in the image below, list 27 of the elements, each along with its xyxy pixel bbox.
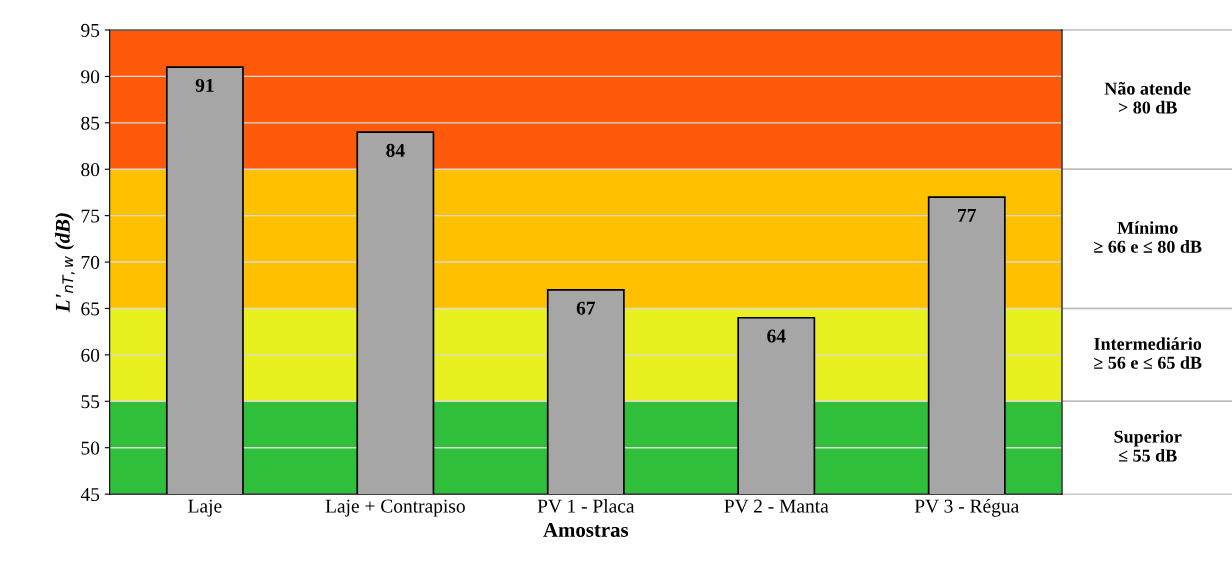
- band-label: Superior ≤ 55 dB: [1114, 430, 1182, 462]
- y-axis-title: L'$_{nT,w}$ (dB): [55, 213, 75, 313]
- y-tick-label: 90: [81, 70, 100, 84]
- data-label: 91: [195, 78, 214, 92]
- x-tick-label: Laje: [188, 499, 222, 517]
- y-tick-label: 95: [81, 23, 100, 37]
- y-tick-label: 60: [81, 348, 100, 362]
- data-label: 84: [386, 143, 405, 157]
- y-tick-label: 85: [81, 116, 100, 130]
- x-tick-label: PV 3 - Régua: [914, 498, 1019, 517]
- y-tick-label: 70: [81, 255, 100, 269]
- band-label: Não atende > 80 dB: [1104, 81, 1191, 114]
- y-tick-label: 50: [81, 441, 100, 455]
- y-tick-label: 55: [81, 395, 100, 409]
- x-tick-label: PV 1 - Placa: [537, 498, 635, 513]
- x-axis-title: Amostras: [543, 522, 629, 537]
- x-tick-label: Laje + Contrapiso: [325, 499, 465, 517]
- data-label: 77: [958, 208, 976, 222]
- y-tick-label: 45: [80, 488, 100, 502]
- band-label: Intermediário ≥ 56 e ≤ 65 dB: [1094, 337, 1202, 369]
- y-tick-label: 75: [81, 209, 100, 223]
- y-tick-label: 65: [81, 302, 100, 316]
- data-label: 67: [576, 301, 596, 315]
- band-label: Mínimo ≥ 66 e ≤ 80 dB: [1094, 221, 1202, 253]
- data-label: 64: [767, 329, 786, 343]
- x-tick-label: PV 2 - Manta: [724, 499, 829, 513]
- y-tick-label: 80: [81, 163, 100, 177]
